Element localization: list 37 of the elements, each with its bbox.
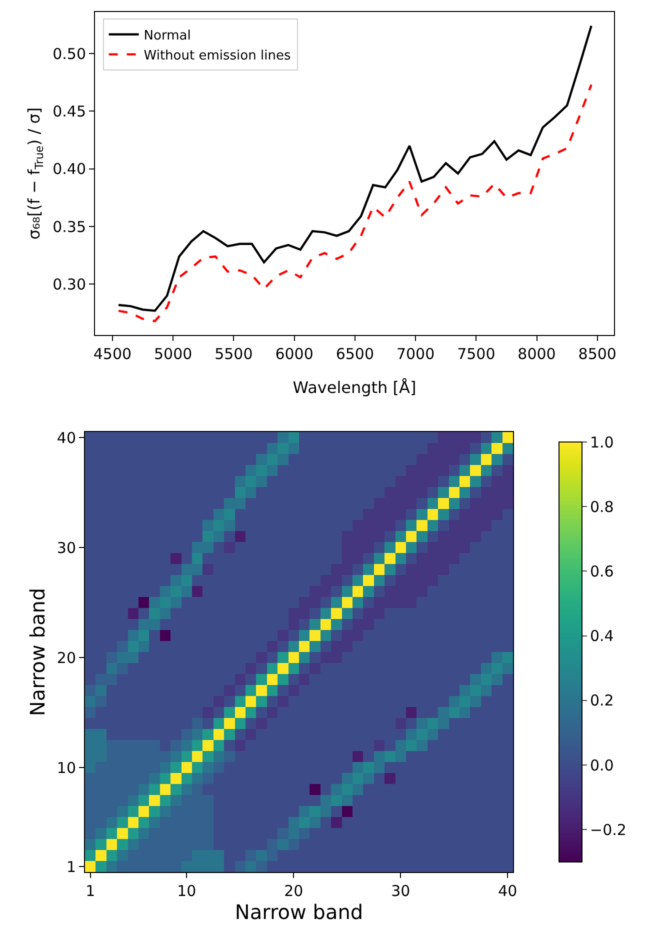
y-tick-label: 30 <box>56 538 76 557</box>
x-axis-title: Narrow band <box>234 900 364 924</box>
y-axis-title: Narrow band <box>25 588 50 716</box>
x-tick-label: 20 <box>284 882 304 900</box>
legend-label: Without emission lines <box>144 48 291 64</box>
y-tick-label: 0.50 <box>52 44 86 63</box>
color-bar-label: 1.0 <box>590 433 614 452</box>
y-tick-label: 10 <box>56 758 76 777</box>
color-bar-label: 0.0 <box>590 756 614 774</box>
x-tick-label: 7000 <box>396 345 435 363</box>
color-bar-label: 0.8 <box>590 498 614 516</box>
x-tick-label: 5500 <box>214 345 253 363</box>
x-tick-label: 5000 <box>154 345 192 363</box>
legend-label: Normal <box>144 28 191 44</box>
x-tick-label: 8500 <box>578 345 616 363</box>
y-tick-label: 0.35 <box>52 218 86 236</box>
x-axis-title: Wavelength [Å] <box>292 378 416 397</box>
x-tick-label: 8000 <box>518 345 556 363</box>
y-tick-label: 20 <box>56 648 76 667</box>
x-tick-label: 7500 <box>457 345 496 363</box>
x-tick-label: 40 <box>498 882 518 900</box>
color-bar-label: 0.6 <box>590 562 614 580</box>
line-series <box>117 84 592 322</box>
x-tick-label: 6500 <box>336 345 374 363</box>
y-tick-label: 0.30 <box>52 275 86 294</box>
color-bar-label: −0.2 <box>590 820 626 839</box>
y-tick-label: 0.40 <box>52 160 86 178</box>
color-bar-label: 0.2 <box>590 692 614 710</box>
y-tick-label: 0.45 <box>52 102 86 120</box>
x-tick-label: 4500 <box>93 345 132 363</box>
x-tick-label: 30 <box>391 882 410 900</box>
x-tick-label: 6000 <box>275 345 314 363</box>
color-bar-label: 0.4 <box>590 627 614 646</box>
line-series <box>117 24 592 312</box>
y-tick-label: 40 <box>56 428 76 447</box>
y-tick-label: 1 <box>66 858 76 876</box>
x-tick-label: 10 <box>177 882 196 900</box>
